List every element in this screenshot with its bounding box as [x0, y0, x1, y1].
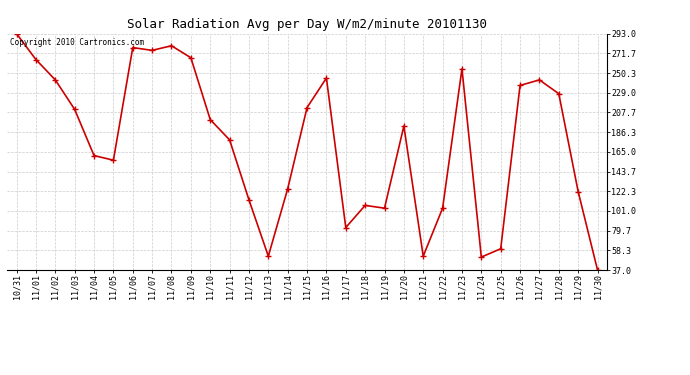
Text: Copyright 2010 Cartronics.com: Copyright 2010 Cartronics.com — [10, 39, 144, 48]
Title: Solar Radiation Avg per Day W/m2/minute 20101130: Solar Radiation Avg per Day W/m2/minute … — [127, 18, 487, 31]
